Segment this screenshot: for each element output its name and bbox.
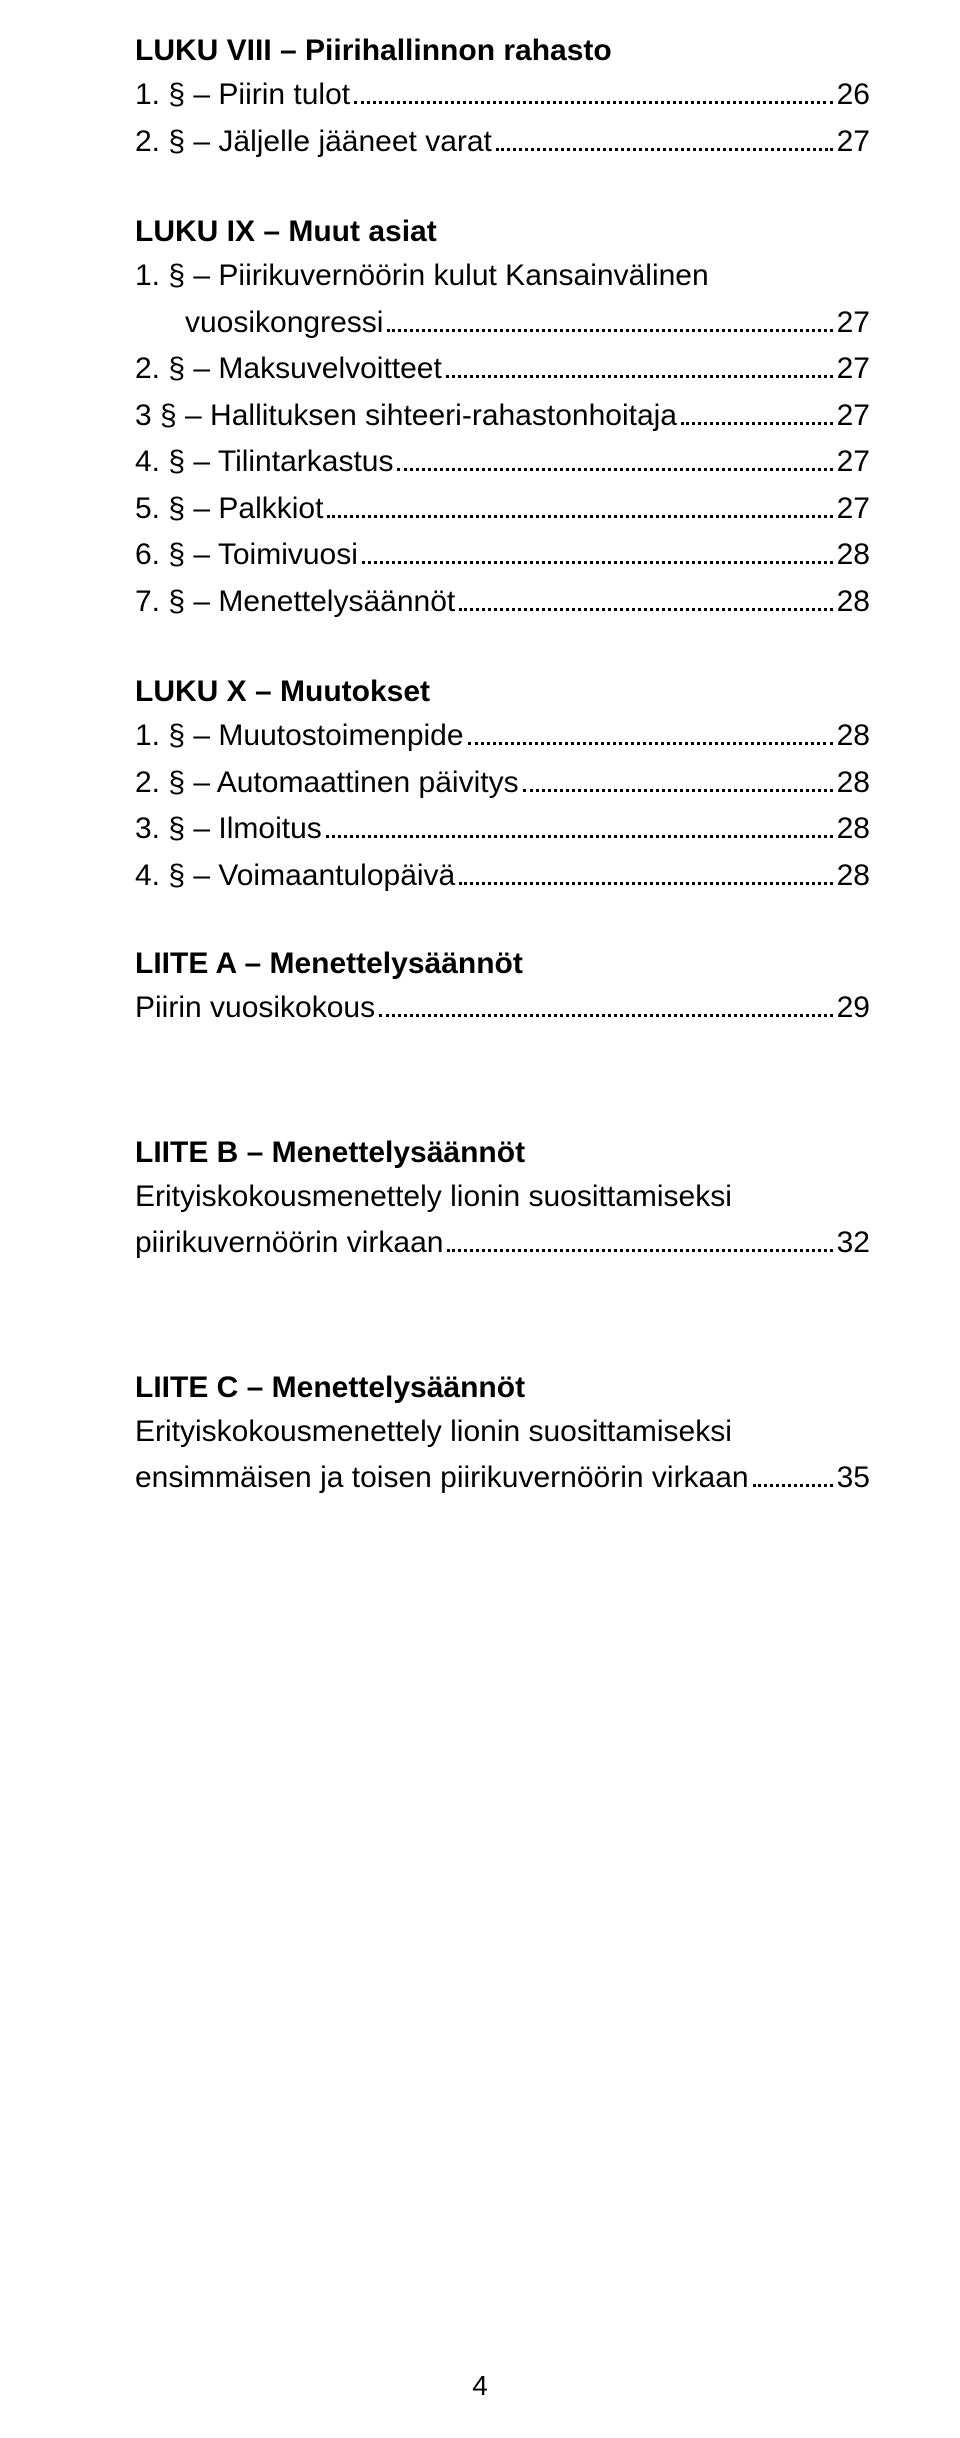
spacer	[135, 165, 870, 211]
chapter-9-heading: LUKU IX – Muut asiat	[135, 211, 870, 253]
toc-label: Erityiskokousmenettely lionin suosittami…	[135, 1174, 732, 1221]
toc-label: 7. § – Menettelysäännöt	[135, 579, 455, 626]
toc-entry-wrapped: 1. § – Piirikuvernöörin kulut Kansainväl…	[135, 253, 870, 346]
toc-label: 4. § – Tilintarkastus	[135, 439, 393, 486]
document-page: LUKU VIII – Piirihallinnon rahasto 1. § …	[0, 0, 960, 2438]
page-number: 4	[0, 2370, 960, 2402]
toc-entry: piirikuvernöörin virkaan 32	[135, 1220, 870, 1267]
toc-label: 4. § – Voimaantulopäivä	[135, 853, 455, 900]
toc-leader-dots	[379, 1001, 833, 1018]
toc-leader-dots	[397, 455, 832, 472]
chapter-10-heading: LUKU X – Muutokset	[135, 671, 870, 713]
spacer	[135, 1267, 870, 1367]
toc-label: 6. § – Toimivuosi	[135, 532, 358, 579]
toc-entry: 2. § – Maksuvelvoitteet 27	[135, 346, 870, 393]
toc-entry: ensimmäisen ja toisen piirikuvernöörin v…	[135, 1455, 870, 1502]
toc-entry: 2. § – Jäljelle jääneet varat 27	[135, 119, 870, 166]
toc-label: 2. § – Jäljelle jääneet varat	[135, 119, 492, 166]
toc-subline: Erityiskokousmenettely lionin suosittami…	[135, 1409, 870, 1456]
toc-leader-dots	[496, 134, 833, 151]
toc-leader-dots	[459, 594, 832, 611]
toc-leader-dots	[459, 868, 832, 885]
toc-leader-dots	[681, 408, 833, 425]
toc-label: 2. § – Automaattinen päivitys	[135, 760, 519, 807]
appendix-a-heading: LIITE A – Menettelysäännöt	[135, 943, 870, 985]
toc-page-number: 35	[837, 1455, 870, 1502]
toc-entry: 6. § – Toimivuosi 28	[135, 532, 870, 579]
toc-leader-dots	[446, 362, 833, 379]
toc-page-number: 28	[837, 760, 870, 807]
toc-label: 3. § – Ilmoitus	[135, 806, 322, 853]
toc-label: 5. § – Palkkiot	[135, 486, 323, 533]
toc-label: Piirin vuosikokous	[135, 985, 375, 1032]
spacer	[135, 625, 870, 671]
toc-leader-dots	[523, 775, 833, 792]
spacer	[135, 899, 870, 943]
toc-page-number: 28	[837, 713, 870, 760]
toc-entry: 3 § – Hallituksen sihteeri-rahastonhoita…	[135, 393, 870, 440]
appendix-b-heading: LIITE B – Menettelysäännöt	[135, 1132, 870, 1174]
toc-label-continuation: vuosikongressi	[135, 300, 383, 347]
toc-label: 2. § – Maksuvelvoitteet	[135, 346, 442, 393]
toc-label: Erityiskokousmenettely lionin suosittami…	[135, 1409, 732, 1456]
toc-page-number: 27	[837, 300, 870, 347]
toc-entry: 4. § – Tilintarkastus 27	[135, 439, 870, 486]
toc-label: 1. § – Piirikuvernöörin kulut Kansainväl…	[135, 253, 709, 300]
toc-leader-dots	[354, 88, 833, 105]
toc-label: 1. § – Muutostoimenpide	[135, 713, 464, 760]
toc-entry: 5. § – Palkkiot 27	[135, 486, 870, 533]
toc-page-number: 27	[837, 486, 870, 533]
toc-label: 3 § – Hallituksen sihteeri-rahastonhoita…	[135, 393, 677, 440]
appendix-c-heading: LIITE C – Menettelysäännöt	[135, 1367, 870, 1409]
toc-entry: 1. § – Muutostoimenpide 28	[135, 713, 870, 760]
toc-entry: Piirin vuosikokous 29	[135, 985, 870, 1032]
toc-leader-dots	[447, 1236, 832, 1253]
toc-entry: 7. § – Menettelysäännöt 28	[135, 579, 870, 626]
toc-page-number: 28	[837, 532, 870, 579]
toc-subline: Erityiskokousmenettely lionin suosittami…	[135, 1174, 870, 1221]
toc-page-number: 29	[837, 985, 870, 1032]
toc-page-number: 26	[837, 72, 870, 119]
chapter-8-heading: LUKU VIII – Piirihallinnon rahasto	[135, 30, 870, 72]
toc-leader-dots	[468, 729, 833, 746]
toc-page-number: 28	[837, 853, 870, 900]
toc-entry: 1. § – Piirin tulot 26	[135, 72, 870, 119]
toc-page-number: 27	[837, 119, 870, 166]
toc-label: ensimmäisen ja toisen piirikuvernöörin v…	[135, 1455, 749, 1502]
spacer	[135, 1032, 870, 1132]
toc-leader-dots	[362, 548, 833, 565]
toc-entry: 3. § – Ilmoitus 28	[135, 806, 870, 853]
toc-page-number: 28	[837, 806, 870, 853]
toc-entry: 2. § – Automaattinen päivitys 28	[135, 760, 870, 807]
toc-label: 1. § – Piirin tulot	[135, 72, 350, 119]
toc-leader-dots	[753, 1471, 833, 1488]
toc-label: piirikuvernöörin virkaan	[135, 1220, 443, 1267]
toc-leader-dots	[387, 315, 832, 332]
toc-leader-dots	[327, 501, 832, 518]
toc-page-number: 27	[837, 439, 870, 486]
toc-page-number: 28	[837, 579, 870, 626]
toc-page-number: 32	[837, 1220, 870, 1267]
toc-entry: 4. § – Voimaantulopäivä 28	[135, 853, 870, 900]
toc-page-number: 27	[837, 346, 870, 393]
toc-leader-dots	[326, 822, 833, 839]
toc-page-number: 27	[837, 393, 870, 440]
